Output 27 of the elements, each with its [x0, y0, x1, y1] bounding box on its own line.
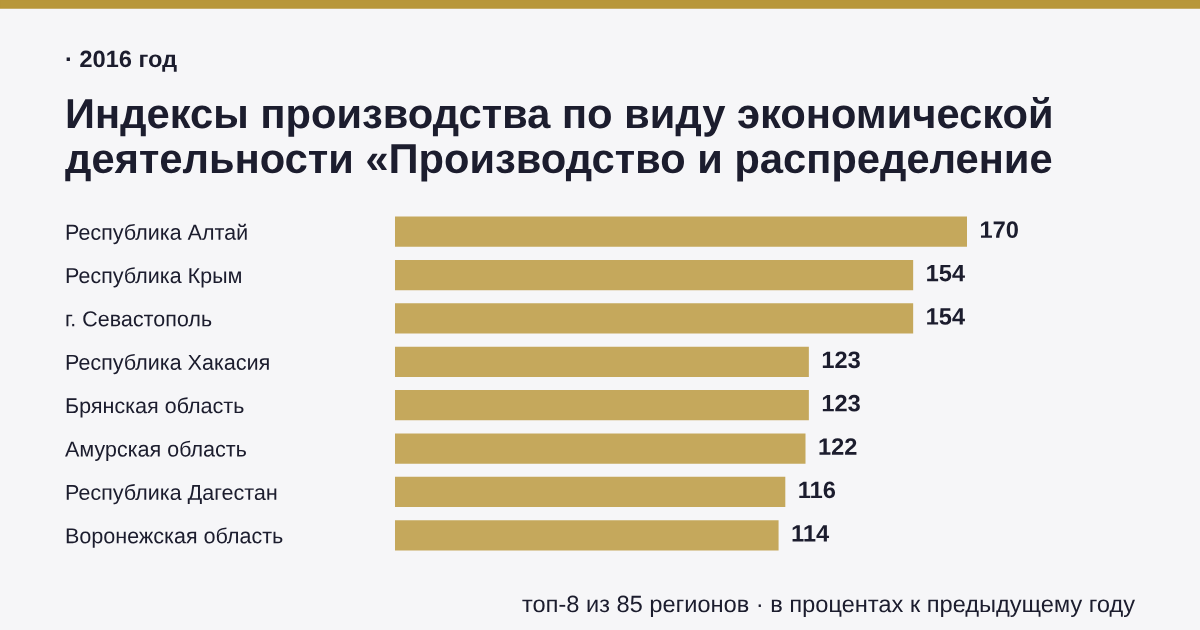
data-label: 123	[822, 351, 860, 369]
bar	[395, 390, 809, 421]
data-label: 154	[927, 264, 965, 282]
y-tick-label: Республика Дагестан	[66, 484, 277, 505]
bar	[395, 433, 806, 464]
bar	[395, 216, 967, 247]
y-tick-label: Республика Алтай	[66, 223, 247, 245]
data-label: 116	[799, 481, 836, 499]
data-label: 122	[819, 438, 857, 455]
y-tick-label: Республика Крым	[66, 267, 241, 288]
bar	[395, 303, 914, 334]
data-label: 170	[980, 221, 1018, 239]
bar	[395, 259, 914, 291]
bar	[395, 346, 809, 377]
y-tick-label: Воронежская область	[66, 527, 283, 548]
y-tick-label: Брянская область	[66, 397, 244, 418]
chart-title: Индексы производства по виду экономической деятельности «Производство и распределение	[65, 97, 1052, 182]
y-tick-label: Амурская область	[65, 440, 246, 461]
text: топ-8 из 85 регионов · в процентах к предыдущему году	[522, 595, 1135, 618]
data-label: 114	[792, 525, 830, 542]
y-tick-label: г. Севастополь	[66, 311, 212, 327]
text: · 2016 год	[66, 50, 177, 72]
y-tick-label: Республика Хакасия	[66, 353, 269, 375]
bar	[395, 520, 779, 551]
bar	[395, 476, 786, 508]
data-label: 154	[927, 308, 965, 325]
data-label: 123	[822, 394, 860, 412]
